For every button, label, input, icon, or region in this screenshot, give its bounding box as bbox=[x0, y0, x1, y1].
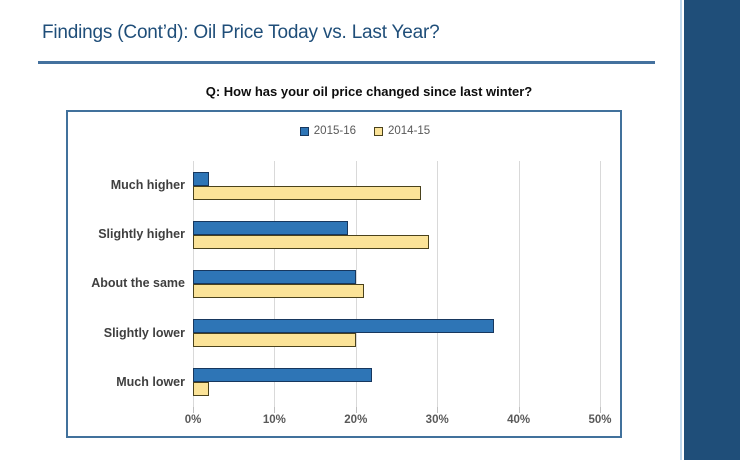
accent-light-line bbox=[680, 0, 682, 460]
bar-2014-15-about-the-same bbox=[193, 284, 364, 298]
bar-2015-16-slightly-lower bbox=[193, 319, 495, 334]
legend-label: 2014-15 bbox=[388, 125, 431, 137]
gridline-30 bbox=[437, 161, 439, 407]
page-title: Findings (Cont’d): Oil Price Today vs. L… bbox=[42, 22, 440, 43]
x-axis-label: 20% bbox=[344, 414, 368, 426]
bar-2015-16-about-the-same bbox=[193, 270, 356, 284]
x-axis-label: 30% bbox=[425, 414, 449, 426]
chart-question-title: Q: How has your oil price changed since … bbox=[205, 84, 533, 99]
bar-2015-16-much-lower bbox=[193, 368, 373, 383]
chart-legend: 2015-16 2014-15 bbox=[89, 123, 641, 139]
legend-item-2014-15: 2014-15 bbox=[374, 125, 430, 137]
category-label-much-higher: Much higher bbox=[110, 178, 185, 192]
axis-tick-30 bbox=[437, 407, 439, 413]
gridline-50 bbox=[600, 161, 601, 407]
x-axis-label: 50% bbox=[588, 414, 612, 426]
bar-2015-16-much-higher bbox=[193, 171, 210, 186]
x-axis-label: 0% bbox=[184, 414, 202, 426]
x-axis-label: 10% bbox=[262, 414, 286, 426]
title-underline-divider bbox=[38, 61, 655, 64]
gridline-40 bbox=[518, 161, 520, 407]
legend-label: 2015-16 bbox=[313, 125, 356, 137]
axis-tick-10 bbox=[274, 407, 276, 413]
category-label-slightly-higher: Slightly higher bbox=[98, 227, 185, 242]
legend-swatch-2015-16 bbox=[299, 126, 309, 136]
bar-chart: 2015-16 2014-15 0% 10% 20% 30% 40% 50% Much hig… bbox=[66, 110, 622, 438]
category-label-about-the-same: About the same bbox=[91, 276, 185, 291]
category-label-much-lower: Much lower bbox=[116, 374, 185, 389]
plot-area: 0% 10% 20% 30% 40% 50% Much higher Slightly hig… bbox=[91, 161, 612, 426]
axis-tick-0 bbox=[193, 407, 194, 413]
axis-tick-20 bbox=[355, 407, 357, 413]
legend-item-2015-16: 2015-16 bbox=[299, 125, 356, 137]
category-label-slightly-lower: Slightly lower bbox=[103, 325, 185, 340]
axis-tick-50 bbox=[600, 407, 601, 413]
bar-2014-15-much-lower bbox=[193, 382, 210, 397]
legend-swatch-2014-15 bbox=[374, 126, 383, 136]
x-axis-label: 40% bbox=[507, 414, 531, 426]
axis-tick-40 bbox=[518, 407, 520, 413]
bar-2014-15-slightly-higher bbox=[193, 234, 430, 249]
bar-2014-15-slightly-lower bbox=[193, 333, 356, 348]
bar-2015-16-slightly-higher bbox=[193, 220, 348, 235]
bar-2014-15-much-higher bbox=[193, 185, 421, 200]
right-accent-bar bbox=[684, 0, 740, 460]
